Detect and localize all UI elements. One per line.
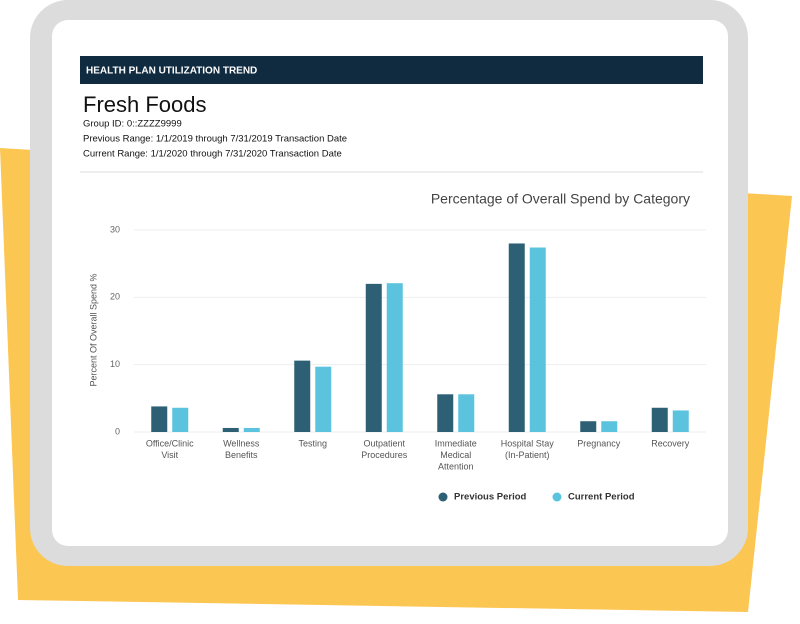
page-title: Fresh Foods: [83, 92, 207, 117]
bar: [672, 410, 689, 432]
x-tick-label: Immediate: [435, 438, 477, 448]
bar: [151, 406, 168, 432]
bar: [458, 394, 475, 432]
x-tick-label: Pregnancy: [577, 438, 621, 448]
bar: [508, 243, 525, 432]
bar: [365, 283, 382, 432]
info-line: Current Range: 1/1/2020 through 7/31/202…: [83, 149, 342, 160]
y-tick-label: 10: [110, 359, 120, 369]
x-tick-label: Office/Clinic: [146, 438, 194, 448]
x-tick-label: Outpatient: [363, 438, 405, 448]
legend-swatch: [552, 492, 562, 502]
y-axis-label: Percent Of Overall Spend %: [88, 273, 98, 386]
x-tick-label: Procedures: [361, 450, 408, 460]
bar: [294, 360, 311, 432]
card: [52, 20, 728, 546]
x-tick-label: (In-Patient): [505, 450, 550, 460]
banner: [80, 56, 703, 84]
bar: [315, 366, 332, 432]
banner-text: HEALTH PLAN UTILIZATION TREND: [86, 66, 257, 77]
bar: [529, 247, 546, 432]
x-tick-label: Wellness: [223, 438, 260, 448]
bar: [172, 407, 189, 432]
x-tick-label: Attention: [438, 461, 474, 471]
x-tick-label: Testing: [298, 438, 327, 448]
info-line: Previous Range: 1/1/2019 through 7/31/20…: [83, 134, 347, 145]
bar: [651, 407, 668, 432]
bar: [386, 283, 403, 432]
chart-title: Percentage of Overall Spend by Category: [431, 191, 690, 207]
y-tick-label: 0: [115, 426, 120, 436]
x-tick-label: Hospital Stay: [501, 438, 555, 448]
y-tick-label: 30: [110, 224, 120, 234]
legend-label: Current Period: [568, 492, 635, 503]
x-tick-label: Visit: [161, 450, 178, 460]
bar: [580, 421, 597, 432]
x-tick-label: Benefits: [225, 450, 258, 460]
legend-label: Previous Period: [454, 492, 527, 503]
bar: [222, 427, 239, 432]
y-tick-label: 20: [110, 292, 120, 302]
bar: [437, 394, 454, 432]
x-tick-label: Recovery: [651, 438, 690, 448]
legend-swatch: [438, 492, 448, 502]
bar: [601, 421, 618, 432]
bar: [243, 427, 260, 432]
x-tick-label: Medical: [440, 450, 471, 460]
info-line: Group ID: 0::ZZZZ9999: [83, 119, 182, 130]
